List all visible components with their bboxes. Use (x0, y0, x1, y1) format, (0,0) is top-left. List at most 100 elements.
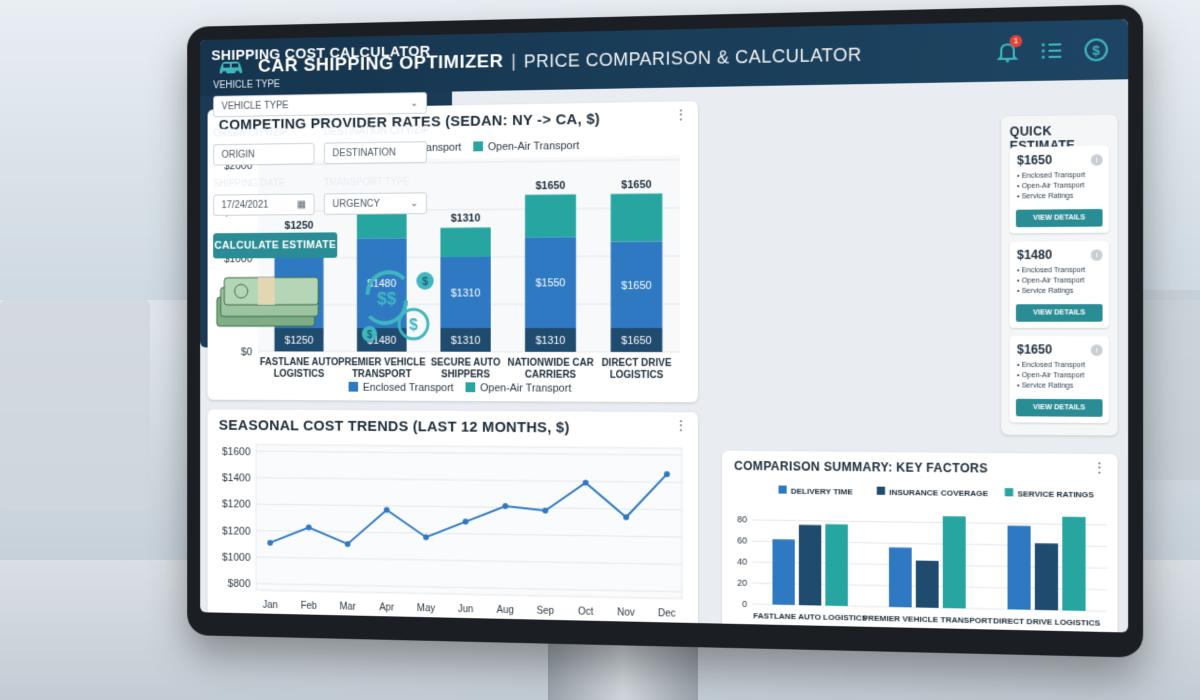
summary-title: COMPARISON SUMMARY: KEY FACTORS (734, 459, 988, 476)
summary-bar (772, 539, 794, 605)
y-tick-label: $1600 (222, 446, 251, 458)
shipping-date-input[interactable]: 17/24/2021 ▦ (213, 194, 314, 216)
feature-item: • Open-Air Transport (1017, 181, 1085, 192)
notifications-button[interactable]: 1 (995, 39, 1020, 64)
y-tick-label: $0 (241, 346, 252, 358)
shipping-date-value: 17/24/2021 (222, 200, 269, 211)
bar-base-label: $1650 (621, 335, 651, 347)
view-details-button[interactable]: VIEW DETAILS (1016, 399, 1103, 417)
billing-button[interactable]: $ (1083, 37, 1109, 62)
chevron-down-icon: ⌄ (410, 193, 418, 215)
x-category-label: DIRECT DRIVE (602, 358, 672, 369)
cash-stack-icon (213, 268, 324, 336)
trends-menu-icon[interactable]: ⋮ (674, 422, 688, 428)
rates-menu-icon[interactable]: ⋮ (674, 111, 688, 117)
x-category-label: DIRECT DRIVE LOGISTICS (993, 616, 1100, 628)
estimate-features: • Enclosed Transport • Open-Air Transpor… (1017, 171, 1085, 203)
estimate-price: $1650 (1017, 342, 1052, 356)
y-tick-label: 40 (737, 557, 747, 567)
bar-mid-label: $1650 (621, 280, 651, 292)
bar-open-air (357, 212, 407, 239)
y-tick-label: $1000 (222, 551, 251, 563)
x-tick-label: Oct (578, 606, 594, 618)
svg-text:$$: $$ (377, 288, 396, 308)
x-category-label: PREMIER VEHICLE (338, 357, 426, 368)
legend-swatch (466, 382, 476, 392)
bar-open-air (440, 227, 490, 257)
bar-total-label: $1250 (285, 220, 314, 232)
bar-total-label: $1310 (451, 213, 481, 225)
view-details-button[interactable]: VIEW DETAILS (1016, 304, 1103, 322)
estimate-price: $1650 (1017, 153, 1052, 168)
plot-area (256, 445, 682, 599)
monitor: CAR SHIPPING OPTIMIZER | PRICE COMPARISO… (187, 4, 1143, 657)
x-tick-label: Sep (537, 606, 555, 618)
summary-chart: 0 20 40 60 80 DELIVERY TIME INSURANCE COVERAGE… (722, 451, 1117, 633)
info-icon[interactable]: i (1091, 249, 1103, 260)
feature-item: • Service Ratings (1017, 381, 1085, 392)
x-tick-label: Dec (658, 608, 676, 620)
summary-bar (799, 525, 821, 606)
y-tick-label: 80 (737, 514, 747, 524)
x-tick-label: Feb (301, 601, 318, 612)
legend-label: Open-Air Transport (480, 382, 571, 395)
x-category-label: LOGISTICS (610, 370, 664, 381)
transport-type-select[interactable]: URGENCY ⌄ (324, 192, 427, 215)
feature-item: • Enclosed Transport (1017, 361, 1085, 371)
y-tick-label: 60 (737, 536, 747, 546)
header-actions: 1 $ (995, 37, 1109, 64)
estimate-card: $1650 i • Enclosed Transport • Open-Air … (1010, 336, 1109, 423)
info-icon[interactable]: i (1091, 344, 1103, 355)
vehicle-type-label: VEHICLE TYPE (213, 79, 280, 91)
summary-bar (1035, 543, 1058, 610)
legend-label: DELIVERY TIME (791, 487, 853, 497)
x-tick-label: Jun (458, 604, 474, 615)
shipping-date-label: SHIPPING DATE (213, 178, 285, 189)
summary-menu-icon[interactable]: ⋮ (1092, 464, 1107, 470)
calendar-icon[interactable]: ▦ (297, 195, 306, 217)
x-category-label: FASTLANE AUTO LOGISTICS (753, 611, 867, 623)
summary-bar (1062, 517, 1085, 611)
app-subtitle: PRICE COMPARISON & CALCULATOR (524, 44, 862, 72)
title-separator: | (511, 51, 516, 73)
summary-bar (825, 524, 848, 606)
vehicle-type-select[interactable]: VEHICLE TYPE ⌄ (213, 92, 427, 117)
vehicle-type-value: VEHICLE TYPE (222, 100, 289, 112)
notification-badge: 1 (1010, 35, 1023, 48)
summary-bar (889, 547, 912, 607)
x-category-label: NATIONWIDE CAR (507, 358, 593, 369)
dashboard-screen: CAR SHIPPING OPTIMIZER | PRICE COMPARISO… (200, 19, 1128, 632)
feature-item: • Open-Air Transport (1017, 276, 1085, 287)
bar-mid-label: $1310 (451, 287, 481, 299)
legend-label: Enclosed Transport (363, 382, 454, 394)
chevron-down-icon: ⌄ (410, 93, 418, 115)
x-tick-label: Aug (497, 605, 514, 616)
trends-title: SEASONAL COST TRENDS (LAST 12 MONTHS, $) (219, 417, 570, 436)
legend-swatch (877, 487, 885, 495)
origin-input[interactable]: ORIGIN (213, 143, 314, 166)
legend-label: Open-Air Transport (488, 140, 579, 153)
list-icon (1039, 38, 1064, 63)
view-details-button[interactable]: VIEW DETAILS (1016, 209, 1103, 227)
list-button[interactable] (1039, 38, 1064, 63)
trends-chart: $800 $1000 $1200 $1200 $1400 $1600 Jan Feb Mar Ap… (208, 409, 698, 632)
bar-total-label: $1650 (536, 179, 566, 191)
quick-estimate-panel: QUICK ESTIMATE $1650 i • Enclosed Transp… (1001, 115, 1117, 436)
destination-input[interactable]: DESTINATION (324, 141, 427, 164)
y-tick-label: $1400 (222, 472, 251, 484)
y-tick-label: $1200 (222, 525, 251, 537)
bar-base-label: $1310 (536, 335, 566, 347)
bar-base-label: $1310 (451, 335, 481, 347)
gridline (752, 520, 1107, 525)
legend-swatch (1005, 488, 1013, 496)
seasonal-trends-panel: SEASONAL COST TRENDS (LAST 12 MONTHS, $)… (208, 409, 698, 632)
info-icon[interactable]: i (1091, 154, 1103, 166)
calculate-estimate-button[interactable]: CALCULATE ESTIMATE (213, 232, 337, 258)
transport-type-value: URGENCY (332, 199, 380, 210)
y-tick-label: 0 (742, 599, 747, 609)
legend-swatch (473, 141, 483, 151)
bar-mid-label: $1550 (536, 278, 566, 290)
feature-item: • Enclosed Transport (1017, 266, 1085, 277)
x-tick-label: Mar (339, 601, 356, 612)
x-category-label: TRANSPORT (352, 369, 411, 380)
